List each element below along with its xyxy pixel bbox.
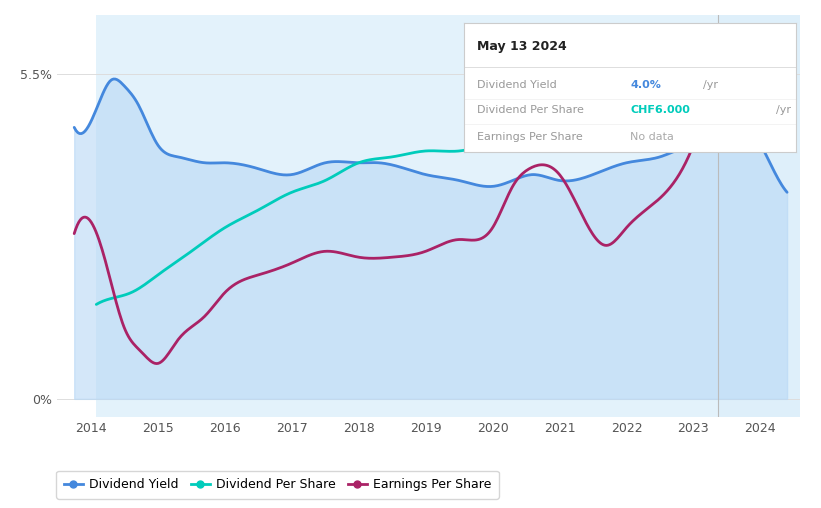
Text: CHF6.000: CHF6.000 — [631, 105, 690, 115]
Text: May 13 2024: May 13 2024 — [477, 40, 567, 53]
Bar — [718, 15, 800, 417]
Text: No data: No data — [631, 132, 674, 142]
Text: Past: Past — [727, 33, 750, 43]
Legend: Dividend Yield, Dividend Per Share, Earnings Per Share: Dividend Yield, Dividend Per Share, Earn… — [57, 470, 499, 498]
Text: /yr: /yr — [777, 105, 791, 115]
Text: Dividend Yield: Dividend Yield — [477, 80, 557, 90]
Text: /yr: /yr — [704, 80, 718, 90]
Text: Earnings Per Share: Earnings Per Share — [477, 132, 583, 142]
Text: 4.0%: 4.0% — [631, 80, 661, 90]
Text: Dividend Per Share: Dividend Per Share — [477, 105, 584, 115]
